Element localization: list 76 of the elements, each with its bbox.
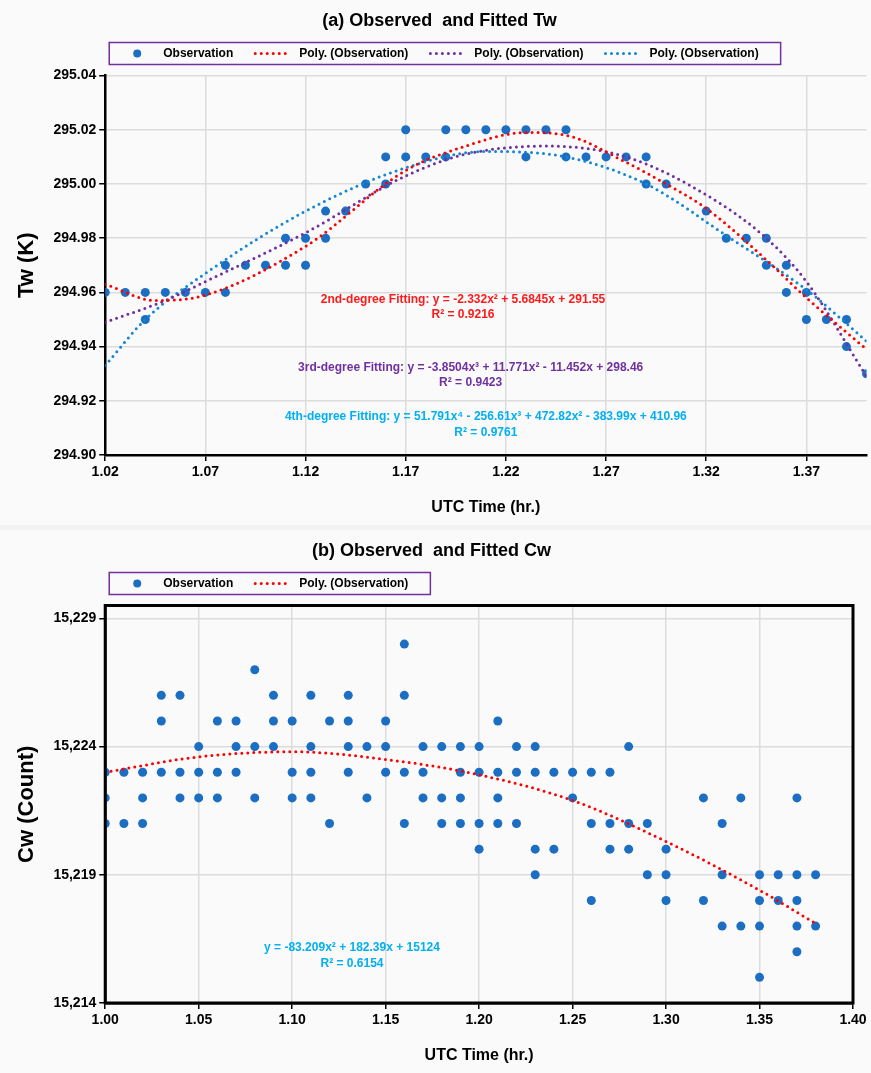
y-tick-label: 294.96 [53,283,97,300]
annotation: R² = 0.9761 [454,424,518,439]
point [801,315,811,324]
point [301,233,311,243]
x-tick-label: 1.27 [592,463,620,480]
point [501,125,511,135]
point [721,233,731,243]
point [601,152,611,162]
y-axis-title: Cw (Count) [13,745,39,863]
x-tick-label: 1.32 [692,463,721,480]
y-tick-label: 295.02 [53,120,97,137]
point [781,287,791,297]
x-tick-label: 1.20 [465,1011,493,1028]
point [401,152,411,162]
annotation: R² = 0.9423 [439,375,503,390]
x-tick-label: 1.17 [392,463,420,480]
annotation: y = -83.209x² + 182.39x + 15124 [264,939,441,954]
x-tick-label: 1.10 [278,1011,306,1028]
x-tick-label: 1.25 [558,1011,587,1028]
y-tick-label: 15,219 [53,865,97,882]
point [521,152,531,162]
y-tick-label: 15,214 [53,993,97,1010]
x-tick-label: 1.07 [191,463,220,480]
y-tick-label: 294.98 [53,229,97,246]
point [641,152,651,162]
x-tick-label: 1.22 [492,463,520,480]
legend-label: Poly. (Observation) [649,45,759,60]
point [321,206,331,216]
point [321,233,331,243]
legend-label: Observation [163,45,234,60]
chart-title: (a) Observed and Fitted Tw [322,9,558,30]
point [160,287,170,297]
point [481,125,491,135]
point [140,287,150,297]
annotation: 3rd-degree Fitting: y = -3.8504x³ + 11.771x² - 11.452x + 298.46 [298,360,644,375]
x-tick-label: 1.00 [91,1011,120,1028]
point [561,125,571,135]
y-tick-label: 294.90 [53,445,97,462]
x-tick-label: 1.02 [91,463,120,480]
point [220,287,230,297]
point [260,260,270,270]
annotation: R² = 0.6154 [320,955,384,970]
point [220,260,230,270]
point [461,125,471,135]
point [401,125,411,135]
x-axis-title: UTC Time (hr.) [424,1045,534,1063]
y-tick-label: 294.92 [53,391,97,408]
point [301,260,311,270]
y-tick-label: 295.00 [53,174,97,191]
x-axis-title: UTC Time (hr.) [431,497,541,515]
x-tick-label: 1.30 [652,1011,680,1028]
chart-title: (b) Observed and Fitted Cw [311,539,552,560]
point [581,152,591,162]
x-tick-label: 1.15 [372,1011,400,1028]
annotation: 2nd-degree Fitting: y = -2.332x² + 5.6845x + 291.55 [320,291,606,306]
legend-label: Poly. (Observation) [299,575,409,590]
y-axis-title: Tw (K) [13,232,39,299]
point [441,125,451,135]
legend-label: Poly. (Observation) [474,45,584,60]
point [381,152,391,162]
point [281,233,291,243]
annotation: R² = 0.9216 [431,306,495,321]
y-tick-label: 295.04 [53,66,97,83]
y-tick-label: 15,229 [53,609,97,626]
y-tick-label: 294.94 [53,337,97,354]
x-tick-label: 1.35 [745,1011,774,1028]
x-tick-label: 1.40 [839,1011,867,1028]
point [781,260,791,270]
x-tick-label: 1.05 [185,1011,213,1028]
legend-label: Observation [163,575,234,590]
annotation: 4th-degree Fitting: y = 51.791x⁴ - 256.61x³ + 472.82x² - 383.99x + 410.96 [284,409,688,424]
legend-label: Poly. (Observation) [299,45,409,60]
x-tick-label: 1.37 [792,463,821,480]
point [281,260,291,270]
x-tick-label: 1.12 [291,463,320,480]
y-tick-label: 15,224 [53,737,97,754]
